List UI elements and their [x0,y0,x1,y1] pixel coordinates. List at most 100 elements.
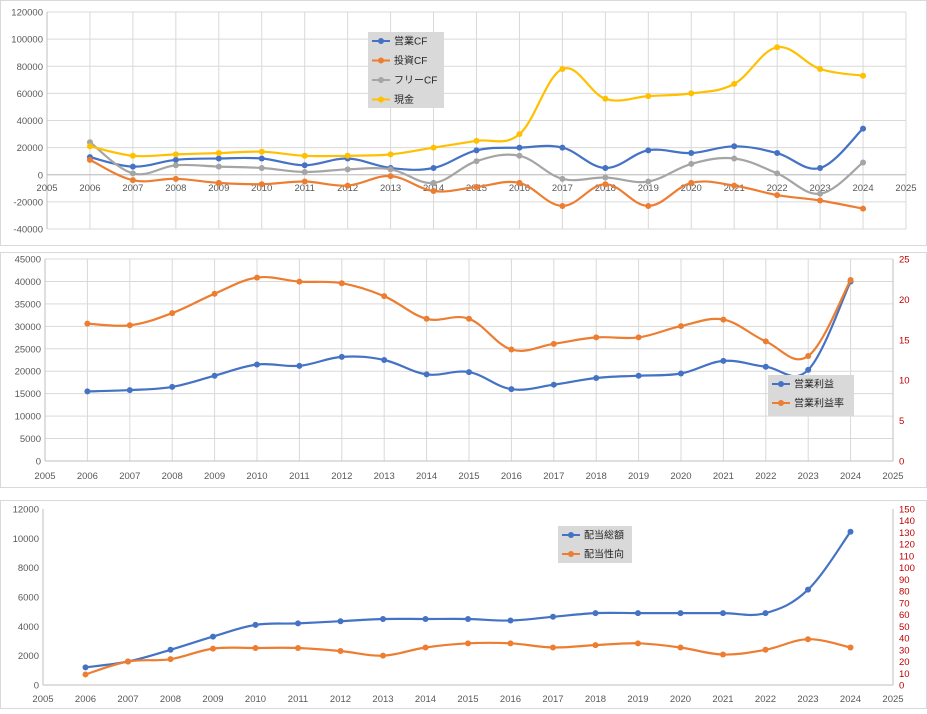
data-point [129,177,136,184]
data-point [507,617,514,624]
x-tick-label: 2019 [638,183,659,194]
data-point [430,164,437,171]
data-point [167,656,174,663]
y-tick-label: -40000 [13,225,43,236]
x-tick-label: 2013 [374,471,395,482]
y-tick-label: 5000 [20,434,41,445]
data-point [593,334,600,341]
data-point [125,658,131,665]
y-tick-label: 20000 [17,143,43,154]
data-point [550,644,556,651]
x-tick-label: 2025 [882,471,903,482]
x-tick-label: 2007 [122,183,143,194]
y2-tick-label: 90 [899,575,910,586]
data-point [602,181,609,188]
data-point [762,610,769,617]
x-tick-label: 2016 [501,471,522,482]
data-point [720,316,727,323]
data-point [172,151,179,158]
operating-profit-chart: 0 5000 10000 15000 20000 25000 30000 35000 40000… [0,252,927,488]
y-tick-label: 8000 [18,563,39,574]
data-point [860,125,867,132]
x-tick-label: 2010 [246,471,267,482]
data-point [678,370,684,377]
data-point [473,147,480,154]
y-tick-label: 10000 [13,534,39,545]
data-point [215,179,222,186]
dividend-chart: 0200040006000800010000120000102030405060… [0,500,927,709]
legend-label: 現金 [394,93,414,106]
data-point [380,616,386,622]
x-tick-label: 2012 [331,471,352,482]
x-tick-label: 2016 [500,694,521,705]
data-point [635,372,642,379]
data-point [860,159,867,166]
data-point [338,353,345,360]
data-point [172,175,179,182]
data-point [387,173,394,180]
legend-label: 投資CF [394,54,427,67]
data-point [258,164,265,171]
data-point [295,645,301,652]
y2-tick-label: 40 [899,634,910,645]
y-tick-label: 120000 [11,8,43,19]
x-tick-label: 2019 [628,471,649,482]
data-point [774,150,781,157]
data-point [805,636,811,643]
y-tick-label: 35000 [15,299,41,310]
x-tick-label: 2005 [34,471,55,482]
data-point [295,620,301,627]
y2-tick-label: 15 [899,335,910,346]
y2-tick-label: 0 [899,457,904,468]
data-point [301,152,308,159]
data-point [720,610,726,617]
data-point [129,170,136,177]
data-point [688,160,695,167]
x-tick-label: 2006 [75,694,96,705]
x-tick-label: 2008 [160,694,181,705]
data-point [508,346,515,353]
data-point [602,174,609,181]
data-point [430,188,437,195]
data-point [860,205,867,212]
legend-label: 営業利益 [794,378,834,391]
y-tick-label: 20000 [15,367,41,378]
data-point [430,179,437,186]
x-tick-label: 2017 [552,183,573,194]
data-point [84,388,91,395]
data-point [387,151,394,158]
y-tick-label: 6000 [18,593,39,604]
x-tick-label: 2024 [840,471,861,482]
data-point [817,164,824,171]
x-tick-label: 2022 [755,694,776,705]
x-tick-label: 2021 [713,471,734,482]
data-point [129,152,136,159]
data-point [805,352,812,359]
y-tick-label: -20000 [13,197,43,208]
chart-frame [0,0,927,246]
y2-tick-label: 20 [899,295,910,306]
x-tick-label: 2015 [457,694,478,705]
data-point [731,155,738,162]
y2-tick-label: 30 [899,645,910,656]
y2-tick-label: 50 [899,622,910,633]
data-point [559,144,566,151]
data-point [215,155,222,162]
x-tick-label: 2011 [294,183,314,194]
data-point [465,616,471,622]
y2-tick-label: 80 [899,587,910,598]
legend-label: 営業CF [394,35,427,48]
x-tick-label: 2019 [627,694,648,705]
data-point [677,644,684,651]
data-point [635,610,641,617]
x-tick-label: 2008 [162,471,183,482]
data-point [296,362,303,369]
data-point [731,143,738,150]
data-point [473,158,480,165]
data-point [550,340,557,347]
data-point [677,610,684,617]
data-point [635,334,642,341]
data-point [516,131,523,138]
y2-tick-label: 60 [899,610,910,621]
x-tick-label: 2005 [32,694,53,705]
